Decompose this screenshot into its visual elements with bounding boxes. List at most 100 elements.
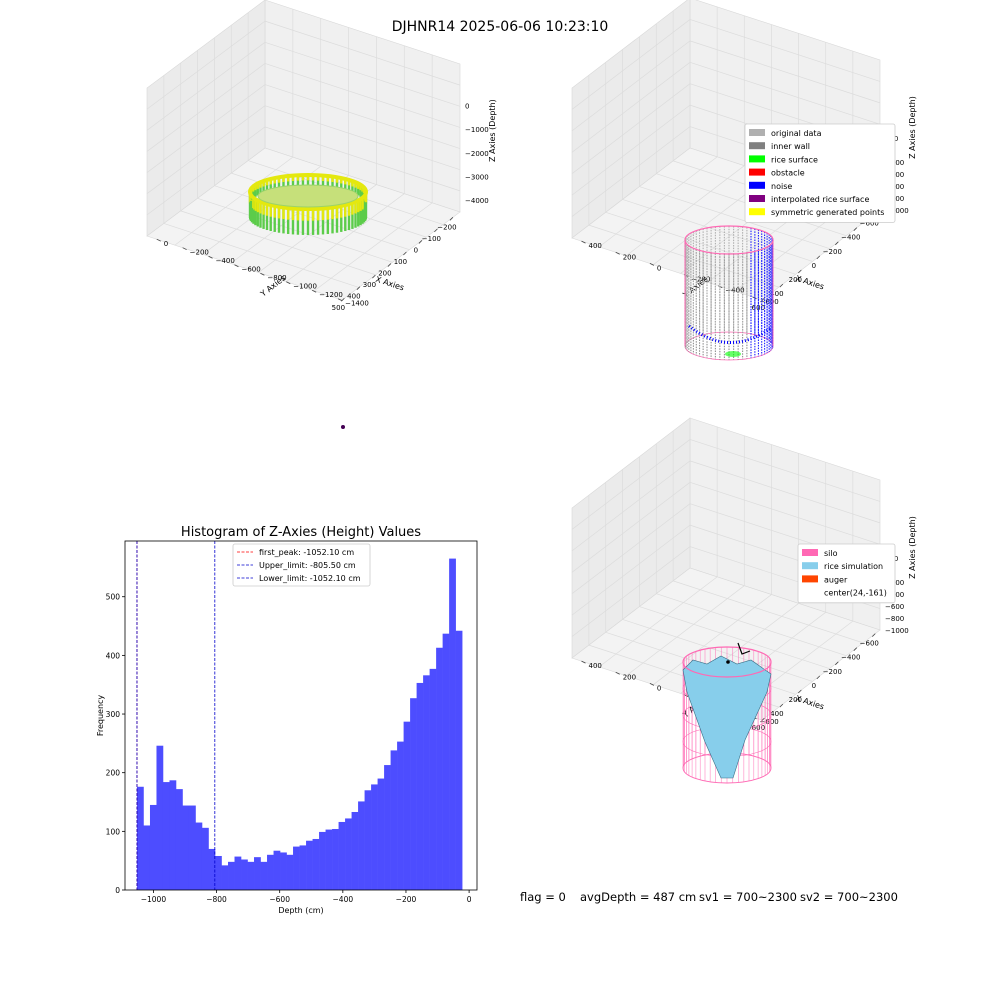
histogram-bar xyxy=(286,854,294,890)
histogram-bar xyxy=(299,845,307,890)
histogram-bar xyxy=(345,818,352,890)
grid-line xyxy=(689,40,881,104)
x-tick-label: −200 xyxy=(396,895,417,904)
x-tick-label: 0 xyxy=(414,246,418,254)
x-tick xyxy=(449,216,454,221)
z-tick-label: 0 xyxy=(465,102,469,110)
legend-label: Upper_limit: -805.50 cm xyxy=(259,561,356,570)
grid-line xyxy=(571,439,691,530)
x-tick-label: 200 xyxy=(378,270,391,278)
histogram-bar xyxy=(377,778,385,890)
grid-line xyxy=(180,210,376,276)
footer-avg-depth: avgDepth = 487 cm xyxy=(580,890,696,904)
grid-line xyxy=(626,585,745,676)
y-tick-label: 200 xyxy=(623,253,636,261)
legend-label: first_peak: -1052.10 cm xyxy=(259,548,354,557)
grid-line xyxy=(571,503,691,594)
legend-swatch xyxy=(749,168,765,176)
z-tick-label: −1000 xyxy=(465,126,489,134)
rice-surface-patch xyxy=(725,351,741,357)
histogram-bar xyxy=(403,721,411,890)
x-tick xyxy=(835,661,839,666)
x-axis-label: Depth (cm) xyxy=(278,906,323,915)
grid-line xyxy=(146,63,266,152)
grid-line xyxy=(202,166,321,255)
y-tick xyxy=(260,272,265,276)
y-tick-label: −400 xyxy=(725,287,744,295)
x-tick xyxy=(434,228,438,233)
grid-line xyxy=(146,20,266,110)
y-tick-label: 100 xyxy=(106,827,121,836)
grid-line xyxy=(689,481,881,545)
grid-line xyxy=(571,482,691,573)
x-tick-label: −200 xyxy=(437,223,456,231)
y-tick xyxy=(581,660,586,664)
legend-label: inner wall xyxy=(771,142,810,151)
histogram-bar xyxy=(175,789,183,890)
histogram-bar xyxy=(325,829,333,890)
x-tick-label: −400 xyxy=(841,654,860,662)
grid-line xyxy=(571,524,691,616)
x-tick xyxy=(816,255,821,260)
grid-line xyxy=(626,165,745,256)
legend-swatch xyxy=(749,195,765,202)
grid-line xyxy=(264,63,461,128)
y-tick xyxy=(649,683,655,686)
grid-line xyxy=(653,594,772,685)
silo-top xyxy=(682,646,772,678)
x-tick xyxy=(853,647,858,651)
histogram-bar xyxy=(442,633,450,890)
histogram-bar xyxy=(455,630,463,890)
x-tick-label: −600 xyxy=(860,220,879,228)
x-tick xyxy=(356,286,361,290)
y-tick-label: 0 xyxy=(657,684,661,692)
y-tick xyxy=(337,298,343,302)
legend-swatch xyxy=(802,562,818,570)
panel-raw-data: 3D Plot of Silo Interior(row data)−200−1… xyxy=(146,0,497,429)
y-tick-label: 0 xyxy=(115,886,120,895)
y-tick-label: 300 xyxy=(106,710,121,719)
grid-line xyxy=(264,41,461,107)
y-tick-label: 400 xyxy=(106,651,121,660)
histogram-bar xyxy=(228,861,235,890)
x-tick xyxy=(403,251,407,256)
x-tick-label: 400 xyxy=(770,290,783,298)
x-tick-label: −600 xyxy=(860,640,879,648)
y-tick-label: −400 xyxy=(216,257,235,265)
x-tick-label: −600 xyxy=(269,895,290,904)
legend-label: rice simulation xyxy=(824,562,883,571)
x-tick-label: −200 xyxy=(823,668,842,676)
legend-frame xyxy=(797,543,896,604)
histogram-bar xyxy=(221,865,229,890)
grid-line xyxy=(146,42,266,131)
histogram-bar xyxy=(169,780,177,890)
footer-flag: flag = 0 xyxy=(520,890,566,904)
z-tick-label: −1000 xyxy=(885,627,909,635)
legend-label: silo xyxy=(824,549,838,558)
histogram-bar xyxy=(332,828,339,890)
x-tick xyxy=(816,675,821,680)
x-tick-label: −100 xyxy=(422,235,441,243)
y-tick-label: −600 xyxy=(760,718,779,726)
x-tick xyxy=(372,274,376,279)
x-axis-label: X Axies xyxy=(794,274,825,292)
y-tick-label: 500 xyxy=(106,593,121,602)
grid-line xyxy=(639,186,830,249)
x-tick-label: −1000 xyxy=(141,895,167,904)
x-tick-label: 200 xyxy=(789,696,802,704)
histogram-bar xyxy=(397,741,404,890)
histogram-bar xyxy=(215,855,222,890)
histogram-bar xyxy=(429,668,437,890)
legend-label: interpolated rice surface xyxy=(771,195,869,204)
grid-line xyxy=(264,84,461,149)
x-tick-label: 500 xyxy=(332,304,345,312)
x-tick-label: 400 xyxy=(770,710,783,718)
x-tick-label: 100 xyxy=(394,258,407,266)
y-tick-label: −1200 xyxy=(319,291,343,299)
x-axis-label: X Axies xyxy=(794,694,825,712)
surface-rim xyxy=(248,173,368,211)
legend-label: original data xyxy=(771,129,822,138)
x-tick-label: 200 xyxy=(789,276,802,284)
x-tick-label: −200 xyxy=(823,248,842,256)
grid-line xyxy=(146,84,266,173)
